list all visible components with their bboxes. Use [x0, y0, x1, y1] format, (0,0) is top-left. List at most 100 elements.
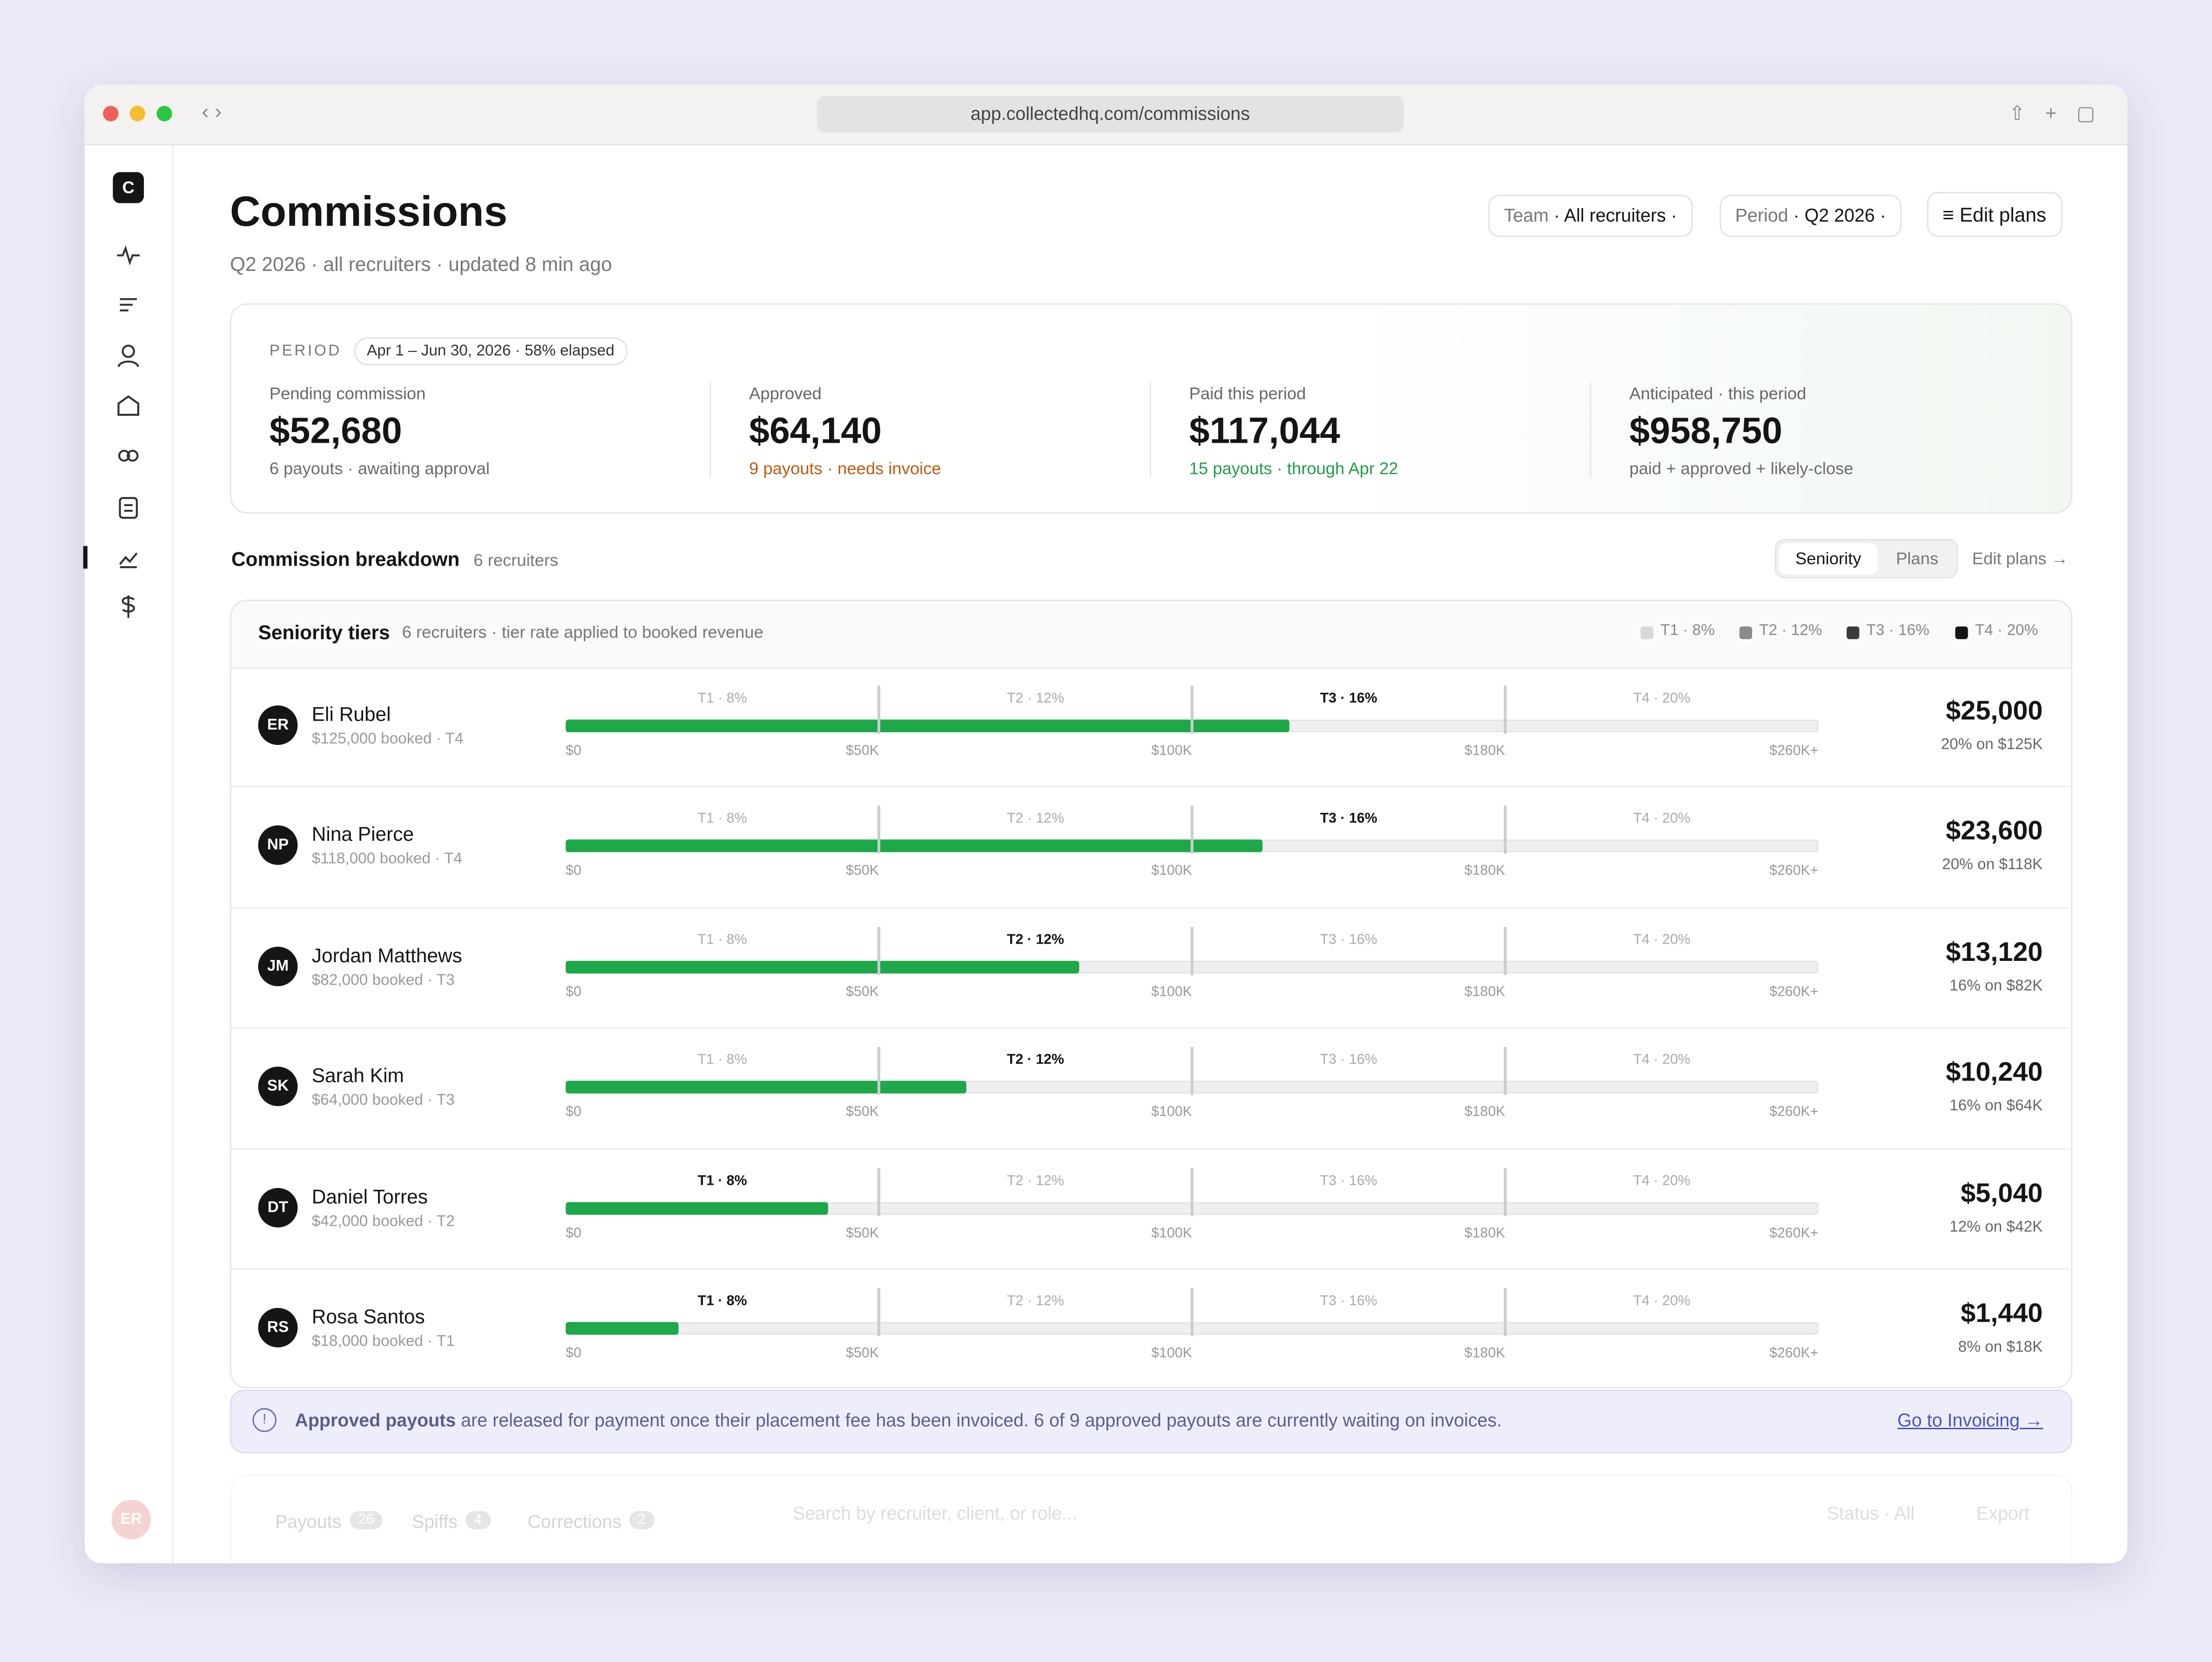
- kpi-value: $64,140: [749, 409, 882, 452]
- bar: [566, 840, 1263, 853]
- user-avatar[interactable]: ER: [111, 1500, 151, 1540]
- rate-label: 16% on $82K: [1949, 977, 2043, 994]
- avatar: ER: [258, 705, 298, 745]
- invoicing-link[interactable]: Go to Invoicing →: [1897, 1409, 2043, 1431]
- search-input[interactable]: Search by recruiter, client, or role...: [793, 1502, 1078, 1524]
- legend-label: T3 · 16%: [1866, 622, 1929, 639]
- scale-label: $50K: [846, 984, 879, 1000]
- payout: $25,000: [1946, 697, 2043, 727]
- row-divider: [231, 786, 2070, 788]
- legend-swatch: [1739, 626, 1753, 639]
- rate-label: 16% on $64K: [1949, 1098, 2043, 1115]
- scale-label: $260K+: [1769, 864, 1819, 880]
- edit-plans-button[interactable]: ≡ Edit plans: [1927, 192, 2062, 237]
- scale-label: $100K: [1151, 743, 1192, 759]
- legend-swatch: [1847, 626, 1860, 639]
- kpi-note: paid + approved + likely-close: [1629, 458, 1854, 479]
- nav-arrows[interactable]: ‹ ›: [202, 100, 222, 124]
- tier-boundary: [1504, 685, 1507, 734]
- payout: $5,040: [1961, 1179, 2043, 1209]
- edit-plans-link[interactable]: Edit plans →: [1972, 548, 2069, 569]
- tier-label: T4 · 20%: [1633, 1053, 1691, 1068]
- recruiter-name: Daniel Torres: [311, 1184, 428, 1207]
- tier-boundary: [877, 685, 881, 734]
- scale-label: $100K: [1151, 864, 1192, 880]
- booked-label: $82,000 booked · T3: [311, 972, 455, 989]
- row-divider: [231, 1027, 2070, 1029]
- tier-label: T1 · 8%: [697, 1173, 747, 1189]
- booked-label: $118,000 booked · T4: [311, 851, 462, 869]
- scale-label: $260K+: [1769, 984, 1819, 1000]
- scale-label: $0: [566, 1105, 581, 1121]
- tier-label: T2 · 12%: [1006, 932, 1064, 948]
- tiers-header: [231, 601, 2071, 669]
- period-range: Apr 1 – Jun 30, 2026 · 58% elapsed: [354, 337, 627, 365]
- toggle-option[interactable]: Plans: [1896, 548, 1939, 569]
- period-filter[interactable]: Period · Q2 2026 ·: [1720, 195, 1902, 237]
- tier-label: T4 · 20%: [1633, 932, 1691, 948]
- tier-label: T2 · 12%: [1006, 1053, 1064, 1068]
- tier-label: T1 · 8%: [697, 932, 747, 948]
- rate-label: 20% on $125K: [1941, 736, 2043, 754]
- button-label: Edit plans: [1959, 203, 2047, 226]
- toggle-option[interactable]: Seniority: [1779, 543, 1878, 574]
- tiers-title: Seniority tiers: [258, 621, 390, 643]
- rate-label: 8% on $18K: [1958, 1339, 2043, 1356]
- row-divider: [231, 907, 2070, 909]
- tier-boundary: [877, 1288, 881, 1336]
- status-value: All: [1894, 1502, 1915, 1524]
- scale-label: $180K: [1464, 743, 1505, 759]
- scale-label: $180K: [1464, 864, 1505, 880]
- url: app.collectedhq.com/commissions: [971, 103, 1250, 124]
- kpi-label: Anticipated · this period: [1629, 384, 1807, 404]
- kpi-note: 9 payouts · needs invoice: [749, 458, 941, 479]
- tier-boundary: [1190, 685, 1194, 734]
- tier-boundary: [1190, 1288, 1194, 1336]
- scale-label: $0: [566, 864, 581, 880]
- close-dot[interactable]: [103, 106, 119, 122]
- legend-label: T1 · 8%: [1660, 622, 1715, 639]
- period-label: PERIOD: [269, 343, 342, 360]
- tier-label: T1 · 8%: [697, 1294, 747, 1310]
- tier-label: T4 · 20%: [1633, 1294, 1691, 1310]
- payout: $10,240: [1946, 1058, 2043, 1088]
- export-button[interactable]: Export: [1976, 1502, 2030, 1524]
- tab[interactable]: Spiffs: [411, 1511, 458, 1533]
- team-filter[interactable]: Team · All recruiters ·: [1488, 195, 1693, 237]
- tier-label: T3 · 16%: [1320, 1294, 1377, 1310]
- scale-label: $180K: [1464, 1105, 1505, 1121]
- scale-label: $180K: [1464, 1346, 1505, 1362]
- status-filter[interactable]: Status · All: [1827, 1502, 1915, 1524]
- toolbar-icons[interactable]: ⇧+▢: [2009, 101, 2115, 124]
- scale-label: $50K: [846, 1225, 879, 1241]
- tiers-panel: [229, 600, 2072, 1389]
- payout: $23,600: [1946, 817, 2043, 847]
- tier-label: T3 · 16%: [1320, 932, 1377, 948]
- breakdown-count: 6 recruiters: [473, 550, 559, 570]
- booked-label: $64,000 booked · T3: [311, 1092, 455, 1109]
- scale-label: $50K: [846, 1346, 879, 1362]
- address-bar[interactable]: app.collectedhq.com/commissions: [816, 96, 1404, 133]
- recruiter-name: Eli Rubel: [311, 703, 391, 725]
- kpi-note: 6 payouts · awaiting approval: [269, 458, 490, 479]
- rate-label: 12% on $42K: [1949, 1218, 2043, 1236]
- row-divider: [231, 1268, 2070, 1270]
- payout: $13,120: [1946, 938, 2043, 968]
- rate-label: 20% on $118K: [1942, 857, 2043, 874]
- zoom-dot[interactable]: [156, 106, 172, 122]
- sidebar-icons[interactable]: [113, 240, 144, 635]
- minimize-dot[interactable]: [129, 106, 146, 122]
- scale-label: $50K: [846, 1105, 879, 1121]
- recruiter-name: Jordan Matthews: [311, 943, 462, 966]
- avatar: RS: [258, 1308, 298, 1348]
- table-card: [229, 1474, 2072, 1563]
- kpi-label: Approved: [749, 384, 822, 404]
- tiers-note: 6 recruiters · tier rate applied to book…: [402, 622, 764, 642]
- tab[interactable]: Corrections: [527, 1511, 621, 1533]
- tab[interactable]: Payouts: [275, 1511, 342, 1533]
- tier-boundary: [1504, 1288, 1507, 1336]
- tab-count: 26: [350, 1511, 383, 1530]
- logo[interactable]: C: [113, 172, 144, 203]
- tier-boundary: [1190, 806, 1194, 854]
- tier-boundary: [1504, 806, 1507, 854]
